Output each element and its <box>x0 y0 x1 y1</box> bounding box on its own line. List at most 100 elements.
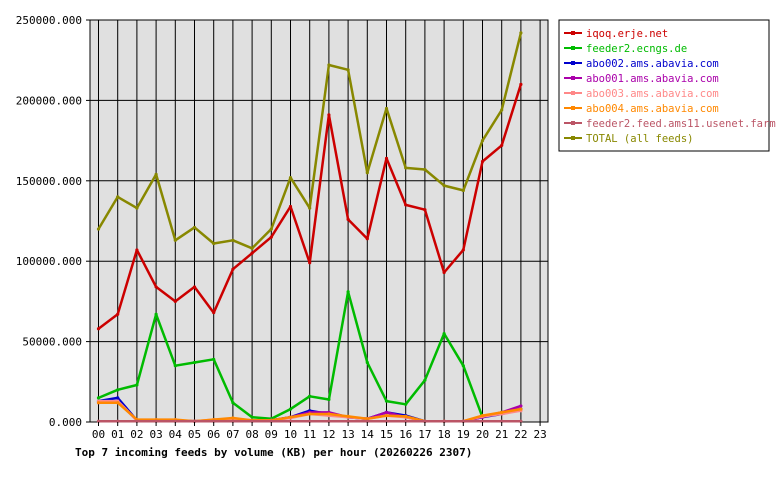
data-point <box>231 401 235 405</box>
x-tick-label: 08 <box>245 428 258 441</box>
data-point <box>135 206 139 210</box>
data-point <box>423 208 427 212</box>
x-tick-label: 06 <box>207 428 220 441</box>
x-axis: 00 01 02 03 04 05 06 07 08 09 10 11 12 13 14 15 16 17 18 19… <box>92 422 547 441</box>
legend-item: iqoq.erje.net <box>564 28 668 40</box>
data-point <box>384 410 389 414</box>
data-point <box>442 419 446 423</box>
data-point <box>96 227 101 231</box>
data-point <box>308 394 312 398</box>
data-point <box>250 251 254 255</box>
data-point <box>519 419 523 423</box>
data-point <box>269 419 273 423</box>
data-point <box>308 261 312 265</box>
data-point <box>404 414 408 418</box>
x-tick-label: 22 <box>514 428 527 441</box>
x-tick-label: 09 <box>265 428 278 441</box>
series-group <box>96 31 523 423</box>
x-tick-label: 13 <box>341 428 354 441</box>
legend-box <box>558 19 770 152</box>
data-point <box>116 419 120 423</box>
x-tick-label: 12 <box>322 428 335 441</box>
x-tick-label: 23 <box>533 428 546 441</box>
x-tick-label: 04 <box>169 428 183 441</box>
data-point <box>461 248 465 252</box>
series-0 <box>96 82 523 331</box>
legend-label: TOTAL (all feeds) <box>586 133 693 145</box>
legend-item: feeder2.ecngs.de <box>564 43 687 55</box>
data-point <box>173 299 177 303</box>
data-point <box>404 166 408 170</box>
data-point <box>192 360 197 365</box>
data-point <box>500 143 504 148</box>
data-point <box>327 113 331 117</box>
legend-swatch-marker <box>571 121 575 125</box>
data-point <box>404 419 408 423</box>
data-point <box>480 139 485 143</box>
legend: iqoq.erje.net feeder2.ecngs.de abo002.ams.… <box>558 19 776 152</box>
data-point <box>288 175 293 180</box>
data-point <box>116 388 120 392</box>
data-point <box>96 327 101 331</box>
data-point <box>154 312 158 316</box>
data-point <box>461 188 465 193</box>
legend-label: abo002.ams.abavia.com <box>586 58 719 70</box>
data-point <box>346 290 350 294</box>
x-tick-label: 07 <box>226 428 239 441</box>
legend-swatch-marker <box>571 136 575 140</box>
data-point <box>173 238 177 242</box>
data-point <box>192 225 197 230</box>
x-tick-label: 11 <box>303 428 316 441</box>
data-point <box>480 413 485 418</box>
data-point <box>365 237 369 241</box>
data-point <box>442 184 446 188</box>
legend-item: abo002.ams.abavia.com <box>564 58 719 70</box>
data-point <box>135 419 139 423</box>
data-point <box>135 248 139 252</box>
series-7 <box>96 31 523 250</box>
data-point <box>423 378 427 382</box>
x-tick-label: 18 <box>437 428 450 441</box>
data-point <box>519 31 523 35</box>
legend-item: abo003.ams.abavia.com <box>564 88 719 100</box>
legend-item: abo001.ams.abavia.com <box>564 73 719 85</box>
x-tick-label: 20 <box>476 428 489 441</box>
data-point <box>269 227 273 231</box>
data-point <box>500 419 504 423</box>
data-point <box>288 407 293 411</box>
data-point <box>269 235 273 239</box>
data-point <box>288 204 293 209</box>
data-point <box>500 108 504 112</box>
data-point <box>288 415 293 419</box>
data-point <box>308 419 312 423</box>
data-point <box>231 267 235 271</box>
data-point <box>212 311 216 315</box>
legend-item: feeder2.feed.ams11.usenet.farm <box>564 118 776 130</box>
x-tick-label: 21 <box>495 428 508 441</box>
plot-area <box>89 19 549 423</box>
y-axis: 0.000 50000.000 100000.000 150000.000 200000… <box>16 14 90 429</box>
data-point <box>480 419 485 423</box>
data-point <box>423 419 427 423</box>
data-point <box>96 401 101 405</box>
y-tick-label: 200000.000 <box>16 94 82 107</box>
data-point <box>365 171 369 175</box>
legend-label: abo004.ams.abavia.com <box>586 103 719 115</box>
data-point <box>461 419 465 423</box>
data-point <box>250 419 254 423</box>
y-tick-label: 0.000 <box>49 416 82 429</box>
legend-label: abo003.ams.abavia.com <box>586 88 719 100</box>
data-point <box>250 415 254 419</box>
data-point <box>327 419 331 423</box>
data-point <box>461 364 465 368</box>
data-point <box>231 238 235 242</box>
data-point <box>442 270 446 275</box>
chart-title: Top 7 incoming feeds by volume (KB) per … <box>75 446 472 459</box>
x-tick-label: 03 <box>149 428 162 441</box>
x-tick-label: 01 <box>111 428 124 441</box>
data-point <box>116 195 120 199</box>
legend-item: abo004.ams.abavia.com <box>564 103 719 115</box>
data-point <box>423 167 427 172</box>
data-point <box>192 419 197 423</box>
data-point <box>212 357 216 361</box>
